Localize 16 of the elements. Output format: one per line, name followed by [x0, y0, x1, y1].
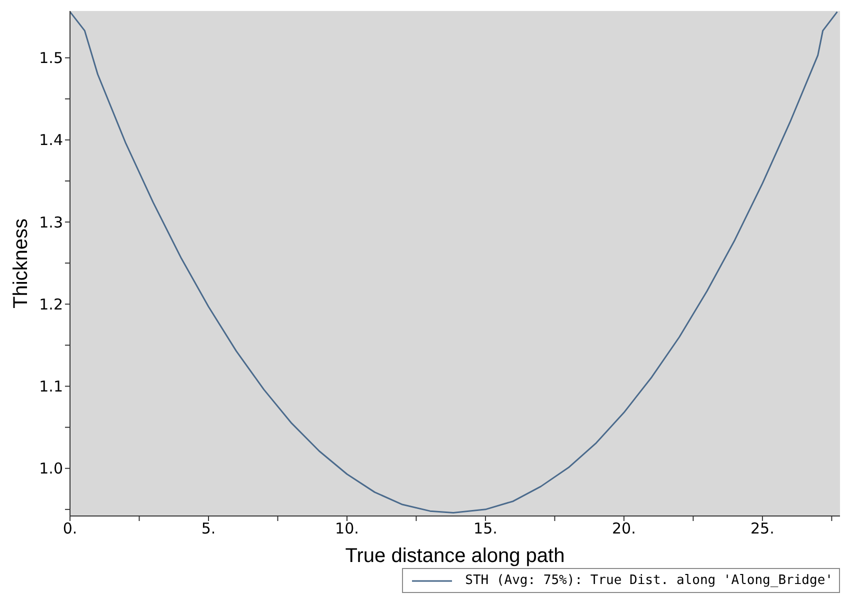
x-tick-label: 15. [474, 520, 498, 538]
x-axis-title: True distance along path [345, 545, 565, 567]
legend-label: STH (Avg: 75%): True Dist. along 'Along_Bridge' [465, 573, 833, 588]
x-tick-label: 25. [750, 520, 774, 538]
x-tick-label: 5. [201, 520, 216, 538]
line-series [70, 11, 838, 514]
y-axis-title: Thickness [10, 218, 32, 309]
y-tick-label: 1.0 [39, 460, 63, 478]
y-tick-label: 1.2 [39, 295, 63, 314]
x-tick-label: 0. [62, 520, 78, 538]
x-tick-label: 20. [612, 520, 636, 538]
y-tick-label: 1.5 [39, 49, 63, 68]
y-tick-label: 1.4 [39, 131, 63, 150]
y-tick-label: 1.1 [39, 378, 63, 396]
x-tick-label: 10. [335, 520, 359, 538]
y-tick-label: 1.3 [39, 213, 63, 232]
